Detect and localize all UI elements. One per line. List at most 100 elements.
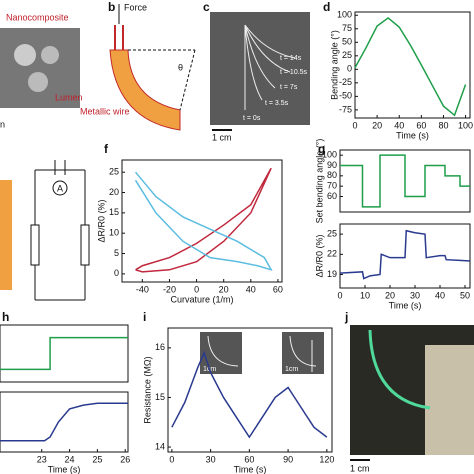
data-line xyxy=(0,402,128,442)
y-tick-label: 22 xyxy=(327,249,337,259)
x-axis-label: Time (s) xyxy=(234,464,267,474)
x-tick-label: 0 xyxy=(337,290,342,300)
lumen-hole xyxy=(14,44,36,66)
data-line xyxy=(134,171,273,272)
y-tick-label: 90 xyxy=(327,160,337,170)
screen xyxy=(425,345,474,455)
data-line xyxy=(339,229,471,280)
label: θ xyxy=(178,62,183,72)
label: t = 7s xyxy=(280,84,298,91)
x-tick-label: 26 xyxy=(120,454,130,464)
x-axis-label: Time (s) xyxy=(48,464,81,474)
y-axis-label: Resistance (MΩ) xyxy=(142,356,152,423)
data-line xyxy=(135,167,272,273)
label: t = 14s xyxy=(280,55,302,62)
y-tick-label: 100 xyxy=(322,150,337,160)
y-tick-label: 10 xyxy=(109,228,119,238)
x-tick-label: 80 xyxy=(438,120,448,130)
x-axis-label: Curvature (1/m) xyxy=(170,294,233,304)
y-tick-label: 15 xyxy=(109,207,119,217)
x-tick-label: 50 xyxy=(460,290,470,300)
glowing-fiber xyxy=(368,329,431,410)
panel-label: h xyxy=(2,310,9,324)
label: t = 3.5s xyxy=(265,100,289,107)
y-axis-label: ΔR/R0 (%) xyxy=(314,234,324,277)
plot-frame xyxy=(0,324,129,383)
y-tick-label: 80 xyxy=(327,170,337,180)
x-axis-label: Time (s) xyxy=(389,300,422,310)
curve xyxy=(207,335,239,367)
y-tick-label: 25 xyxy=(342,50,352,60)
ref-line xyxy=(179,49,196,111)
x-tick-label: 120 xyxy=(319,454,334,464)
resistor xyxy=(30,224,40,266)
x-tick-label: 0 xyxy=(169,454,174,464)
y-tick-label: 75 xyxy=(342,23,352,33)
x-tick-label: 40 xyxy=(246,284,256,294)
x-tick-label: 10 xyxy=(360,290,370,300)
y-tick-label: 5 xyxy=(114,248,119,258)
y-tick-label: 19 xyxy=(327,269,337,279)
y-tick-label: 14 xyxy=(155,441,165,451)
y-tick-label: 0 xyxy=(114,268,119,278)
y-tick-label: -50 xyxy=(339,91,352,101)
lumen-hole xyxy=(41,46,59,64)
y-tick-label: 20 xyxy=(109,187,119,197)
x-tick-label: 100 xyxy=(458,120,473,130)
label: A xyxy=(57,183,63,193)
photo-a xyxy=(0,28,80,108)
x-tick-label: 20 xyxy=(219,284,229,294)
y-tick-label: 16 xyxy=(155,342,165,352)
panel-label: c xyxy=(203,0,210,14)
x-tick-label: 60 xyxy=(416,120,426,130)
label: 1cm xyxy=(285,366,298,373)
label: 1 cm xyxy=(350,463,370,473)
plot-frame xyxy=(339,223,471,289)
x-tick-label: 60 xyxy=(244,454,254,464)
panel-label: b xyxy=(108,0,115,14)
data-line xyxy=(340,154,470,208)
x-tick-label: 40 xyxy=(394,120,404,130)
label: t = 10.5s xyxy=(280,69,308,76)
tube xyxy=(0,180,12,290)
x-axis-label: Time (s) xyxy=(396,130,429,140)
x-tick-label: 20 xyxy=(385,290,395,300)
plot-frame xyxy=(0,391,129,453)
y-tick-label: 25 xyxy=(109,167,119,177)
panel-label: i xyxy=(143,310,146,324)
plot-frame xyxy=(167,327,333,453)
curve xyxy=(289,335,317,372)
inset-photo xyxy=(200,332,242,374)
y-axis-label: ΔR/R0 (%) xyxy=(96,199,106,242)
y-tick-label: 25 xyxy=(327,228,337,238)
y-tick-label: 15 xyxy=(155,392,165,402)
data-line xyxy=(171,350,328,439)
label: Nanocomposite xyxy=(6,12,69,22)
x-tick-label: 0 xyxy=(194,284,199,294)
y-tick-label: 100 xyxy=(337,10,352,20)
y-tick-label: 0 xyxy=(347,64,352,74)
panel-label: g xyxy=(318,142,325,156)
label: n xyxy=(0,119,5,129)
x-tick-label: 40 xyxy=(435,290,445,300)
panel-label: d xyxy=(323,0,330,14)
label: Metallic wire xyxy=(80,106,130,116)
lumen-hole xyxy=(28,72,48,92)
x-tick-label: 60 xyxy=(273,284,283,294)
label: Force xyxy=(124,2,147,12)
label: t = 0s xyxy=(243,115,261,122)
inset-photo xyxy=(282,332,324,374)
x-tick-label: 25 xyxy=(92,454,102,464)
plot-frame xyxy=(121,159,283,283)
x-tick-label: 23 xyxy=(37,454,47,464)
data-line xyxy=(0,336,128,371)
x-tick-label: 90 xyxy=(283,454,293,464)
x-tick-label: 20 xyxy=(372,120,382,130)
resistor xyxy=(80,224,90,266)
panel-label: f xyxy=(104,142,109,156)
x-tick-label: 0 xyxy=(352,120,357,130)
y-tick-label: -25 xyxy=(339,77,352,87)
data-line xyxy=(354,16,467,117)
y-axis-label: Set bending angle (°) xyxy=(314,139,324,224)
label: Lumen xyxy=(55,92,83,102)
